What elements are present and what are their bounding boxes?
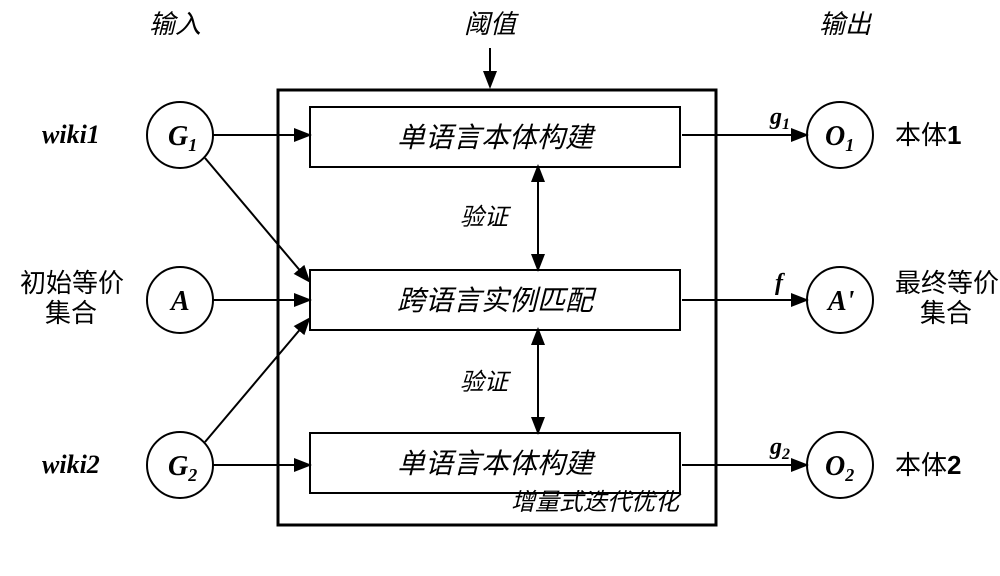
- header-input: 输入: [149, 10, 201, 39]
- verify-label-lower: 验证: [460, 369, 512, 396]
- box-middle-text: 跨语言实例匹配: [397, 286, 597, 317]
- node-a-prime: A' 最终等价集合: [807, 267, 999, 333]
- node-g2: G2 wiki2: [42, 432, 213, 498]
- label-wiki1: wiki1: [42, 120, 100, 149]
- header-threshold: 阈值: [464, 10, 519, 39]
- edge-g1-mid: [205, 158, 308, 280]
- svg-text:G2: G2: [168, 451, 197, 485]
- diagram-canvas: 输入 阈值 输出 增量式迭代优化 单语言本体构建 跨语言实例匹配 单语言本体构建…: [0, 0, 1000, 576]
- edge-label-g1: g1: [769, 104, 790, 133]
- label-final-set: 最终等价集合: [895, 268, 999, 328]
- box-top: 单语言本体构建: [310, 107, 680, 167]
- node-a: A 初始等价集合: [20, 267, 213, 333]
- verify-label-upper: 验证: [460, 204, 512, 231]
- box-bottom: 单语言本体构建: [310, 433, 680, 493]
- svg-text:A': A': [826, 286, 855, 317]
- node-g1: G1 wiki1: [42, 102, 213, 168]
- edge-label-g2: g2: [769, 434, 790, 463]
- svg-text:O2: O2: [825, 451, 854, 485]
- label-ontology2: 本体2: [895, 450, 961, 480]
- svg-text:O1: O1: [825, 121, 854, 155]
- box-middle: 跨语言实例匹配: [310, 270, 680, 330]
- label-ontology1: 本体1: [895, 120, 961, 150]
- label-initial-set: 初始等价集合: [20, 268, 124, 328]
- box-top-text: 单语言本体构建: [397, 123, 596, 154]
- node-o1: O1 本体1: [807, 102, 961, 168]
- edge-label-f: f: [775, 270, 785, 296]
- edge-g2-mid: [205, 320, 308, 442]
- node-o2: O2 本体2: [807, 432, 961, 498]
- box-bottom-text: 单语言本体构建: [397, 449, 596, 480]
- header-output: 输出: [819, 10, 873, 39]
- svg-text:A: A: [169, 286, 190, 317]
- label-wiki2: wiki2: [42, 450, 100, 479]
- svg-text:G1: G1: [168, 121, 197, 155]
